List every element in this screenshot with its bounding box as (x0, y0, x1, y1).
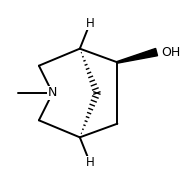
Text: H: H (86, 17, 94, 30)
Text: N: N (48, 86, 57, 100)
Polygon shape (117, 48, 158, 63)
Text: OH: OH (162, 46, 181, 59)
Text: H: H (86, 156, 94, 169)
